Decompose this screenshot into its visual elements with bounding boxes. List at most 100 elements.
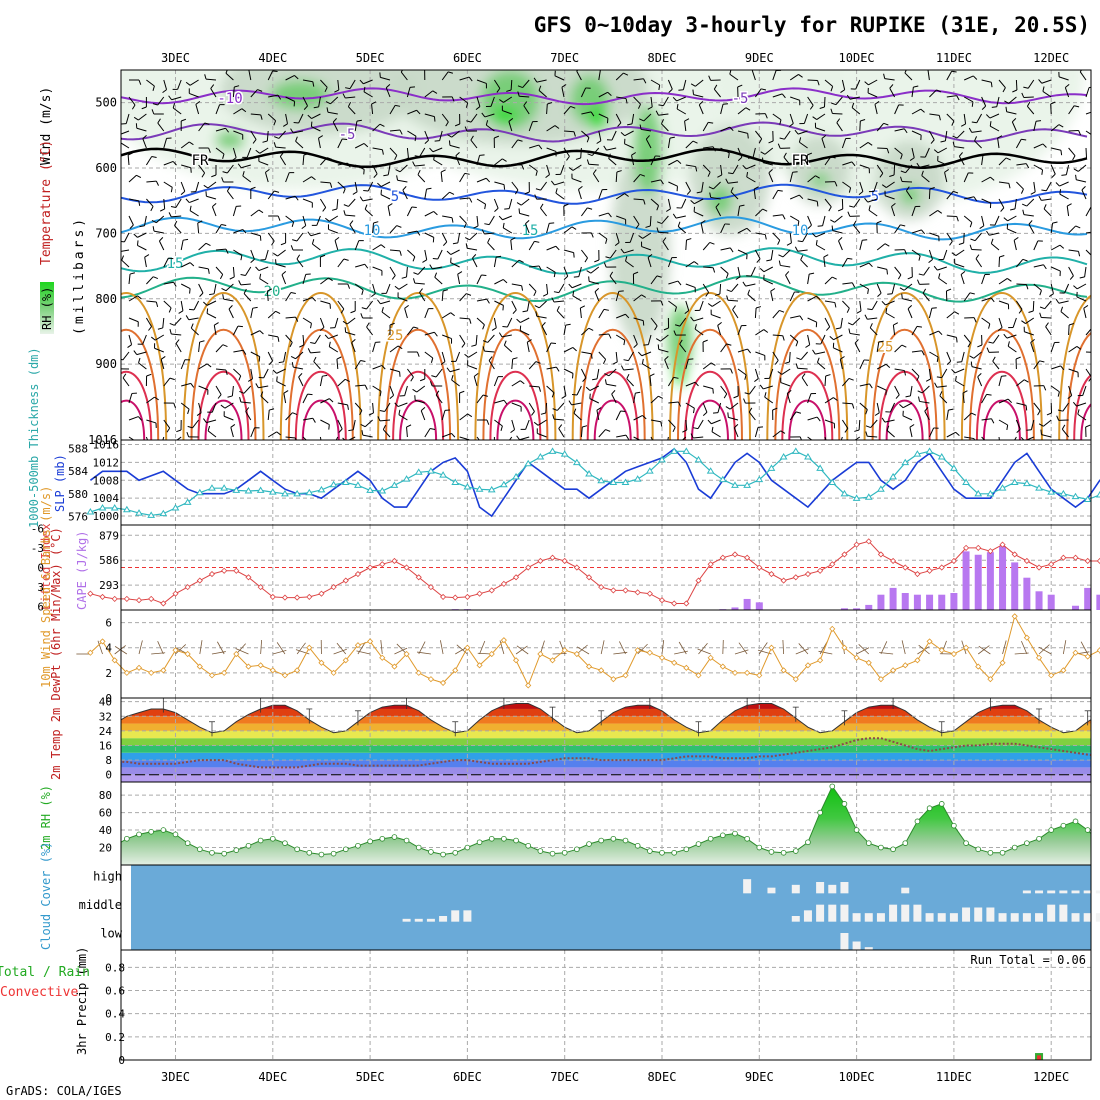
wind-barb — [685, 181, 691, 192]
wind-barb — [874, 104, 878, 115]
wind-barb — [911, 147, 915, 158]
wind-barb — [668, 159, 678, 166]
wind-barb — [963, 412, 972, 421]
wind-barb-flag — [1018, 309, 1023, 314]
wind-barb — [442, 334, 452, 340]
wind-barb-flag — [159, 237, 164, 242]
wind-barb — [389, 105, 396, 115]
wind-barb-flag — [825, 374, 831, 377]
wind-barb — [337, 181, 346, 190]
wind-marker — [573, 650, 580, 658]
wind-barb — [502, 110, 512, 115]
wind-barb — [1033, 264, 1044, 268]
wind-barb-flag — [1042, 143, 1047, 148]
isotherm-arch — [121, 329, 160, 440]
wind-barb — [128, 96, 136, 106]
rh-marker — [245, 842, 252, 849]
wind-barb-flag — [275, 310, 281, 315]
wind-barb-flag — [142, 134, 147, 140]
wind-barb-flag — [440, 361, 446, 366]
wind-barb — [944, 130, 948, 141]
wind-barb-flag — [686, 190, 691, 195]
wind-barb — [380, 181, 391, 187]
wind-barb — [546, 245, 557, 251]
wind-barb — [493, 317, 497, 328]
wind-barb-flag — [975, 254, 980, 259]
cloud-cell-middle — [1047, 904, 1056, 922]
wind-barb-10m — [416, 651, 431, 655]
wind-marker — [172, 647, 179, 654]
wind-barb — [697, 419, 704, 429]
wind-barb-flag — [389, 322, 395, 326]
wind-barb — [876, 283, 882, 294]
wind-barb-flag — [151, 156, 157, 158]
li-marker — [585, 574, 593, 581]
li-tick: 0 — [37, 562, 44, 575]
wind-barb — [976, 113, 983, 123]
wind-barb-flag — [834, 302, 837, 308]
wind-barb-flag — [176, 429, 182, 433]
wind-barb — [954, 263, 965, 268]
wind-barb — [1077, 413, 1087, 421]
wind-barb — [510, 240, 513, 251]
wind-barb — [1085, 147, 1088, 159]
wind-barb-flag — [322, 207, 327, 212]
wind-barb — [276, 368, 286, 374]
wind-barb-flag — [412, 256, 416, 262]
wind-barb — [877, 266, 888, 270]
wind-barb — [732, 309, 739, 319]
wind-barb-flag — [347, 404, 349, 410]
li-marker — [403, 564, 410, 571]
wind-barb-flag — [1093, 137, 1094, 142]
wind-marker — [804, 662, 812, 669]
wind-barb — [142, 138, 147, 149]
wind-barb-flag — [774, 360, 779, 365]
cloud-cell-high — [1095, 890, 1100, 894]
wind-barb-flag — [433, 154, 436, 160]
wind-barb — [894, 147, 903, 155]
wind-barb-flag — [250, 258, 255, 264]
wind-barb — [755, 232, 766, 236]
wind-barb — [711, 314, 721, 319]
wind-barb-flag — [381, 307, 384, 313]
wind-barb-10m — [758, 642, 768, 655]
wind-marker — [817, 657, 824, 664]
wind-barb-flag — [206, 363, 212, 368]
wind-barb — [336, 198, 339, 210]
wind-barb-flag — [1088, 377, 1091, 382]
wind-barb — [1016, 283, 1027, 286]
wind-barb — [643, 113, 652, 122]
wind-barb — [642, 232, 652, 239]
wind-barb-flag — [1078, 130, 1082, 136]
wind-barb-flag — [881, 417, 886, 423]
wind-barb-flag — [760, 151, 766, 155]
wind-barb-flag — [795, 411, 802, 414]
wind-barb — [939, 395, 948, 404]
wind-barb-flag — [535, 361, 541, 364]
wind-barb — [372, 385, 382, 392]
wind-barb-flag — [782, 335, 785, 341]
wind-barb — [685, 300, 690, 311]
wind-barb-flag — [712, 388, 714, 394]
wind-barb — [876, 123, 885, 132]
wind-barb — [772, 113, 782, 121]
wind-marker — [914, 657, 921, 664]
wind-barb — [824, 375, 827, 387]
wind-barb — [536, 315, 547, 319]
wind-barb-flag — [517, 85, 523, 89]
wind-barb-flag — [937, 209, 943, 214]
wind-barb — [876, 243, 886, 251]
wind-barb — [327, 111, 338, 115]
wind-barb-flag — [693, 427, 699, 430]
wind-barb-flag — [371, 101, 377, 105]
isotherm-arch — [975, 370, 1028, 440]
wind-barb — [1030, 342, 1035, 353]
wind-barb-flag — [952, 141, 955, 147]
wind-barb-flag — [604, 373, 610, 377]
wind-barb-flag — [744, 392, 750, 395]
wind-barb-flag — [643, 344, 649, 346]
wind-barb — [389, 345, 399, 353]
wind-barb-flag — [451, 375, 454, 381]
wind-barb-flag — [1081, 185, 1086, 191]
wind-barb — [650, 198, 659, 206]
